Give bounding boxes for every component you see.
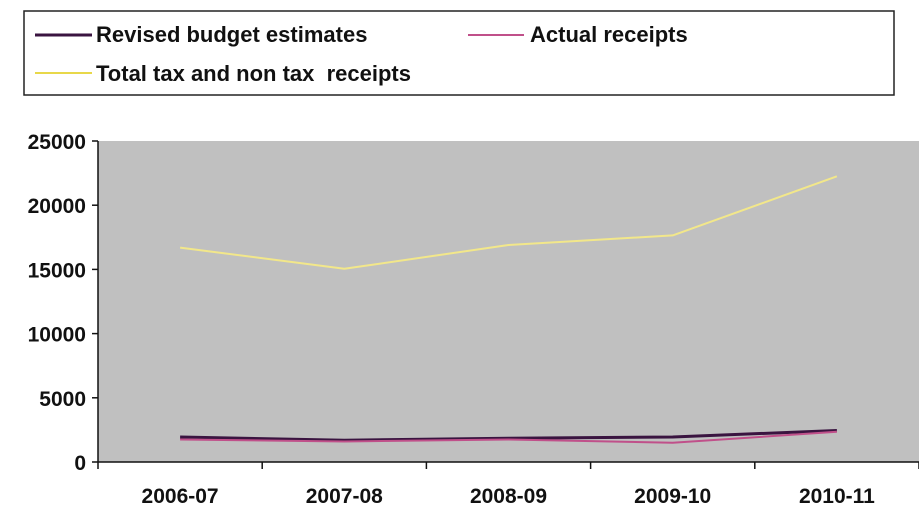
x-tick-label: 2010-11: [799, 485, 875, 508]
legend-label-actual-receipts: Actual receipts: [530, 22, 688, 47]
legend-entry-actual-receipts: Actual receipts: [468, 22, 688, 47]
y-tick-label: 0: [74, 452, 86, 475]
x-tick-label: 2009-10: [634, 485, 711, 508]
legend-label-total-receipts: Total tax and non tax receipts: [96, 61, 411, 86]
plot-area: [98, 141, 919, 462]
y-tick-label: 20000: [28, 195, 86, 218]
series-lines: [179, 175, 838, 444]
legend: Revised budget estimates Actual receipts…: [23, 10, 895, 96]
x-tick-label: 2006-07: [142, 485, 219, 508]
legend-box: [23, 10, 895, 96]
series-line-revised-budget-estimates: [180, 429, 837, 442]
legend-label-revised-budget: Revised budget estimates: [96, 22, 367, 47]
y-tick-label: 5000: [39, 388, 86, 411]
y-axis-ticks: 0 5000 10000 15000 20000 25000: [28, 131, 98, 475]
series-line-actual-receipts: [180, 430, 837, 444]
legend-entry-revised-budget: Revised budget estimates: [35, 22, 367, 47]
x-tick-label: 2008-09: [470, 485, 547, 508]
y-tick-label: 15000: [28, 259, 86, 282]
x-axis-ticks: 2006-07 2007-08 2008-09 2009-10 2010-11: [97, 462, 919, 508]
legend-entry-total-receipts: Total tax and non tax receipts: [35, 61, 411, 86]
y-tick-label: 10000: [28, 324, 86, 347]
series-line-total-tax-and-non-tax-receipts: [179, 175, 838, 270]
x-tick-label: 2007-08: [306, 485, 383, 508]
y-tick-label: 25000: [28, 131, 86, 154]
